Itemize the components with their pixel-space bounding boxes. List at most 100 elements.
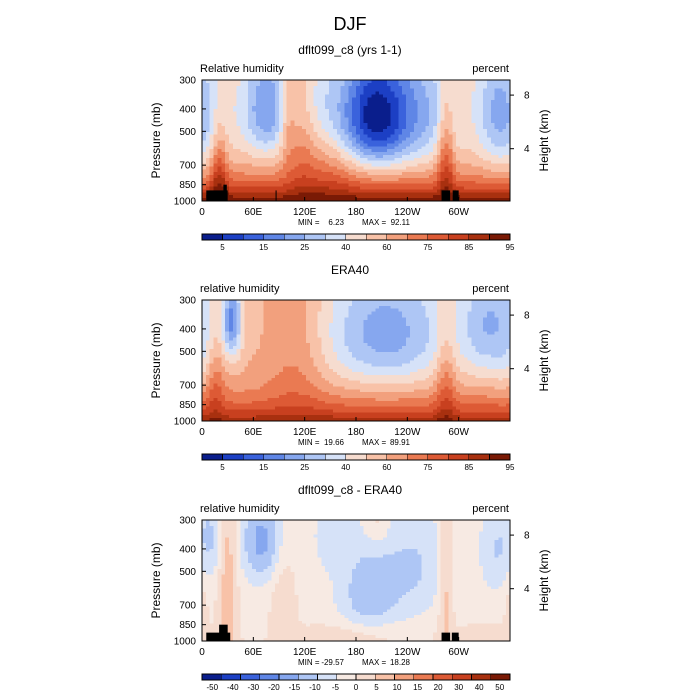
heatmap-cell — [302, 354, 307, 359]
heatmap-cell — [417, 166, 422, 170]
heatmap-cell — [236, 320, 241, 324]
heatmap-cell — [344, 348, 349, 353]
heatmap-cell — [279, 320, 284, 324]
heatmap-cell — [382, 186, 388, 190]
heatmap-cell — [440, 91, 445, 95]
heatmap-cell — [448, 91, 453, 95]
heatmap-cell — [271, 180, 276, 185]
heatmap-cell — [321, 88, 326, 92]
heatmap-cell — [382, 143, 388, 147]
heatmap-cell — [213, 337, 218, 341]
heatmap-cell — [452, 80, 457, 84]
heatmap-cell — [463, 198, 469, 202]
heatmap-cell — [325, 131, 330, 136]
heatmap-cell — [225, 348, 230, 353]
heatmap-cell — [221, 334, 226, 338]
heatmap-cell — [440, 325, 445, 330]
heatmap-cell — [506, 328, 511, 333]
y2tick-label: 4 — [524, 144, 530, 155]
heatmap-cell — [394, 317, 399, 321]
heatmap-cell — [486, 348, 492, 353]
heatmap-cell — [225, 80, 230, 84]
heatmap-cell — [302, 154, 307, 159]
heatmap-cell — [367, 120, 372, 124]
heatmap-cell — [459, 85, 465, 90]
heatmap-cell — [494, 180, 499, 185]
heatmap-cell — [363, 80, 368, 84]
heatmap-cell — [244, 82, 249, 87]
heatmap-cell — [382, 331, 388, 335]
heatmap-cell — [452, 82, 457, 87]
heatmap-cell — [232, 331, 238, 335]
heatmap-cell — [417, 300, 422, 304]
heatmap-cell — [313, 334, 318, 338]
heatmap-cell — [459, 325, 465, 330]
heatmap-cell — [459, 351, 465, 356]
heatmap-cell — [302, 183, 307, 187]
heatmap-cell — [498, 82, 503, 87]
heatmap-cell — [344, 346, 349, 350]
heatmap-cell — [225, 305, 230, 310]
heatmap-cell — [475, 88, 480, 92]
heatmap-cell — [363, 300, 368, 304]
heatmap-cell — [248, 166, 253, 170]
heatmap-cell — [390, 189, 395, 193]
heatmap-cell — [421, 302, 426, 307]
heatmap-cell — [486, 300, 492, 304]
heatmap-cell — [456, 300, 461, 304]
heatmap-cell — [282, 117, 288, 121]
heatmap-cell — [471, 169, 476, 173]
heatmap-cell — [252, 300, 257, 304]
heatmap-cell — [309, 183, 315, 187]
heatmap-cell — [406, 163, 411, 167]
heatmap-cell — [221, 123, 226, 127]
heatmap-cell — [217, 120, 222, 124]
heatmap-cell — [359, 302, 365, 307]
heatmap-cell — [259, 131, 264, 136]
heatmap-cell — [440, 120, 445, 124]
heatmap-cell — [305, 117, 311, 121]
heatmap-cell — [471, 100, 476, 104]
heatmap-cell — [221, 351, 226, 356]
heatmap-cell — [325, 140, 330, 144]
heatmap-cell — [371, 195, 376, 199]
heatmap-cell — [471, 328, 476, 333]
heatmap-cell — [348, 177, 353, 182]
heatmap-cell — [209, 180, 214, 185]
heatmap-cell — [502, 328, 507, 333]
heatmap-cell — [317, 183, 322, 187]
heatmap-cell — [467, 160, 472, 164]
colorbar-label: 40 — [341, 243, 350, 252]
heatmap-cell — [202, 189, 207, 193]
heatmap-cell — [498, 131, 503, 136]
heatmap-cell — [352, 131, 357, 136]
heatmap-cell — [367, 128, 372, 133]
heatmap-cell — [252, 325, 257, 330]
heatmap-cell — [279, 334, 284, 338]
heatmap-cell — [236, 314, 241, 318]
heatmap-cell — [479, 346, 484, 350]
heatmap-cell — [379, 343, 384, 347]
heatmap-cell — [425, 108, 430, 113]
heatmap-cell — [486, 175, 492, 179]
heatmap-cell — [294, 157, 299, 162]
heatmap-cell — [255, 166, 261, 170]
heatmap-cell — [248, 94, 253, 98]
heatmap-cell — [483, 351, 488, 356]
heatmap-cell — [371, 314, 376, 318]
heatmap-cell — [340, 354, 345, 359]
heatmap-cell — [421, 189, 426, 193]
heatmap-cell — [498, 328, 503, 333]
heatmap-cell — [336, 105, 341, 110]
heatmap-cell — [459, 334, 465, 338]
heatmap-cell — [352, 94, 357, 98]
heatmap-cell — [336, 189, 341, 193]
heatmap-cell — [402, 80, 407, 84]
heatmap-cell — [348, 311, 353, 315]
heatmap-cell — [390, 331, 395, 335]
heatmap-cell — [221, 177, 226, 182]
heatmap-cell — [221, 154, 226, 159]
heatmap-cell — [463, 154, 469, 159]
heatmap-cell — [244, 172, 249, 176]
heatmap-cell — [279, 149, 284, 153]
